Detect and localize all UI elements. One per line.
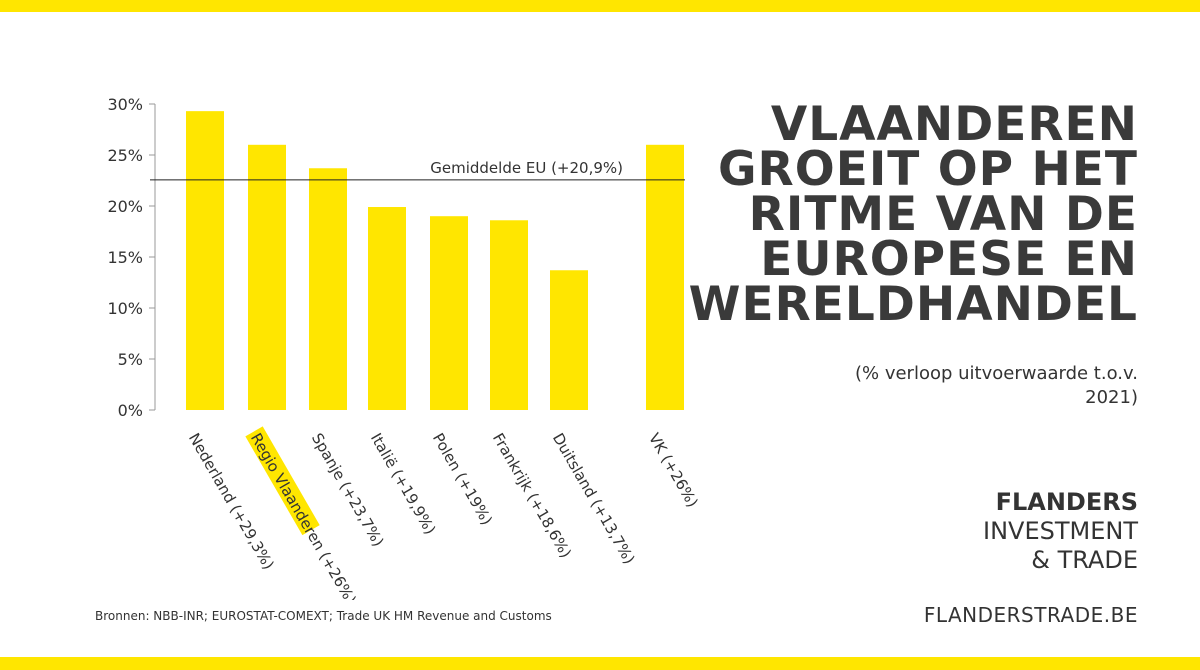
bar xyxy=(248,144,286,411)
y-tick-label: 30% xyxy=(107,95,143,114)
x-category-label: Regio Vlaanderen (+26%) xyxy=(245,426,360,600)
x-category-text: Polen (+19%) xyxy=(429,430,496,528)
y-tick-label: 20% xyxy=(107,197,143,216)
bar xyxy=(550,270,588,410)
logo-line-2: INVESTMENT xyxy=(983,517,1138,545)
y-tick-label: 10% xyxy=(107,299,143,318)
bar xyxy=(309,168,347,410)
x-category-label: VK (+26%) xyxy=(645,430,702,510)
bar xyxy=(430,216,468,410)
bar xyxy=(368,207,406,410)
flanders-investment-trade-logo: FLANDERS INVESTMENT & TRADE xyxy=(983,488,1138,575)
headline: VLAANDEREN GROEIT OP HET RITME VAN DE EU… xyxy=(688,97,1138,332)
x-category-text: Italië (+19,9%) xyxy=(367,430,439,538)
logo-line-3: & TRADE xyxy=(1031,546,1138,574)
website-link[interactable]: FLANDERSTRADE.BE xyxy=(923,603,1138,627)
y-tick-label: 25% xyxy=(107,146,143,165)
bar xyxy=(186,111,224,410)
x-category-label: Italië (+19,9%) xyxy=(367,430,439,538)
chart-subtitle: (% verloop uitvoerwaarde t.o.v. 2021) xyxy=(854,363,1138,408)
highlight-marker xyxy=(245,426,320,536)
x-category-text: Regio Vlaanderen (+26%) xyxy=(247,430,360,600)
y-tick-label: 15% xyxy=(107,248,143,267)
y-tick-label: 5% xyxy=(118,350,143,369)
x-category-label: Polen (+19%) xyxy=(429,430,496,528)
bar-chart: 0% 5% 10% 15% 20% 25% 30% Gemiddelde EU (+20,9%… xyxy=(107,95,702,600)
top-accent-bar xyxy=(0,0,1200,12)
bottom-accent-bar xyxy=(0,657,1200,670)
logo-line-1: FLANDERS xyxy=(995,488,1138,516)
x-category-text: VK (+26%) xyxy=(645,430,702,510)
y-tick-label: 0% xyxy=(118,401,143,420)
eu-average-label: Gemiddelde EU (+20,9%) xyxy=(430,159,623,177)
sources-note: Bronnen: NBB-INR; EUROSTAT-COMEXT; Trade… xyxy=(95,609,552,623)
bar xyxy=(646,144,684,411)
bar xyxy=(490,220,528,410)
